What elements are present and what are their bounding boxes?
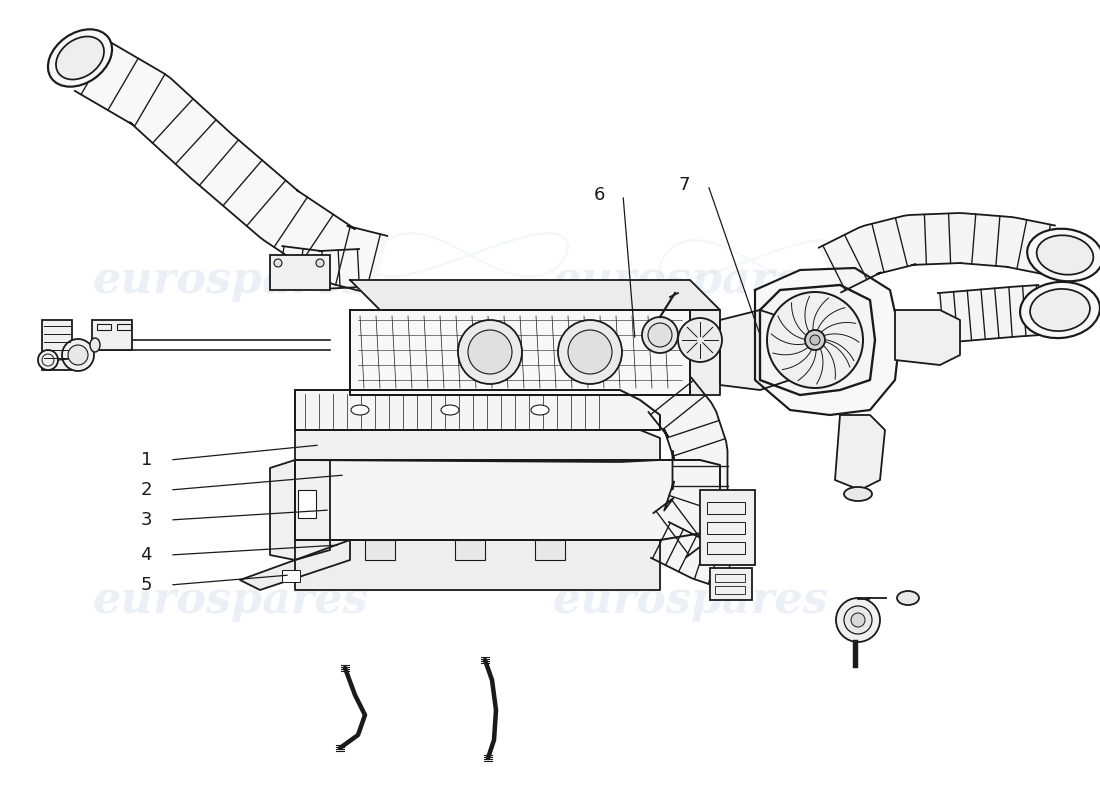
Bar: [97, 324, 111, 330]
Polygon shape: [649, 378, 727, 557]
Polygon shape: [270, 460, 330, 560]
Circle shape: [836, 598, 880, 642]
Ellipse shape: [351, 405, 369, 415]
Circle shape: [767, 292, 864, 388]
Bar: [455, 540, 485, 560]
Polygon shape: [720, 310, 790, 390]
Polygon shape: [818, 213, 1055, 292]
Polygon shape: [350, 310, 690, 395]
Polygon shape: [295, 390, 660, 430]
Circle shape: [851, 613, 865, 627]
Text: 6: 6: [594, 186, 605, 204]
Text: eurospares: eurospares: [552, 258, 828, 302]
Circle shape: [810, 335, 820, 345]
Ellipse shape: [1027, 229, 1100, 282]
Text: 3: 3: [141, 511, 152, 529]
Bar: [365, 540, 395, 560]
Bar: [700, 490, 755, 565]
Polygon shape: [295, 460, 720, 540]
Bar: [715, 586, 745, 594]
Ellipse shape: [90, 338, 100, 352]
Circle shape: [458, 320, 522, 384]
Circle shape: [558, 320, 622, 384]
Ellipse shape: [1036, 235, 1093, 274]
Polygon shape: [295, 540, 660, 590]
Text: 1: 1: [141, 451, 152, 469]
Bar: [535, 540, 565, 560]
Bar: [707, 522, 745, 534]
Text: 2: 2: [141, 481, 152, 499]
Text: 4: 4: [141, 546, 152, 564]
Ellipse shape: [1030, 289, 1090, 331]
Bar: [270, 255, 330, 290]
Polygon shape: [760, 285, 874, 395]
Circle shape: [39, 350, 58, 370]
Text: eurospares: eurospares: [92, 578, 367, 622]
Bar: [282, 570, 300, 582]
Ellipse shape: [844, 487, 872, 501]
Bar: [710, 568, 752, 600]
Text: 7: 7: [679, 176, 690, 194]
Polygon shape: [895, 310, 960, 365]
Bar: [715, 574, 745, 582]
Ellipse shape: [441, 405, 459, 415]
Text: 5: 5: [141, 576, 152, 594]
Polygon shape: [277, 246, 361, 289]
Ellipse shape: [1020, 282, 1100, 338]
Ellipse shape: [56, 37, 104, 79]
Polygon shape: [240, 540, 350, 590]
Circle shape: [642, 317, 678, 353]
Circle shape: [468, 330, 512, 374]
Polygon shape: [835, 415, 886, 490]
Circle shape: [62, 339, 94, 371]
Circle shape: [648, 323, 672, 347]
Circle shape: [844, 606, 872, 634]
Text: eurospares: eurospares: [92, 258, 367, 302]
Polygon shape: [350, 280, 720, 310]
Bar: [707, 502, 745, 514]
Polygon shape: [690, 310, 721, 395]
Bar: [298, 490, 316, 518]
Circle shape: [568, 330, 612, 374]
Polygon shape: [295, 430, 660, 462]
Polygon shape: [75, 39, 387, 294]
Polygon shape: [651, 522, 736, 589]
Bar: [42, 320, 72, 370]
Circle shape: [274, 259, 282, 267]
Circle shape: [316, 259, 324, 267]
Bar: [707, 542, 745, 554]
Circle shape: [678, 318, 722, 362]
Polygon shape: [938, 285, 1042, 343]
Bar: [117, 324, 131, 330]
Bar: [92, 320, 132, 350]
Polygon shape: [755, 268, 900, 415]
Circle shape: [68, 345, 88, 365]
Text: eurospares: eurospares: [552, 578, 828, 622]
Ellipse shape: [48, 30, 112, 86]
Ellipse shape: [531, 405, 549, 415]
Circle shape: [805, 330, 825, 350]
Ellipse shape: [896, 591, 918, 605]
